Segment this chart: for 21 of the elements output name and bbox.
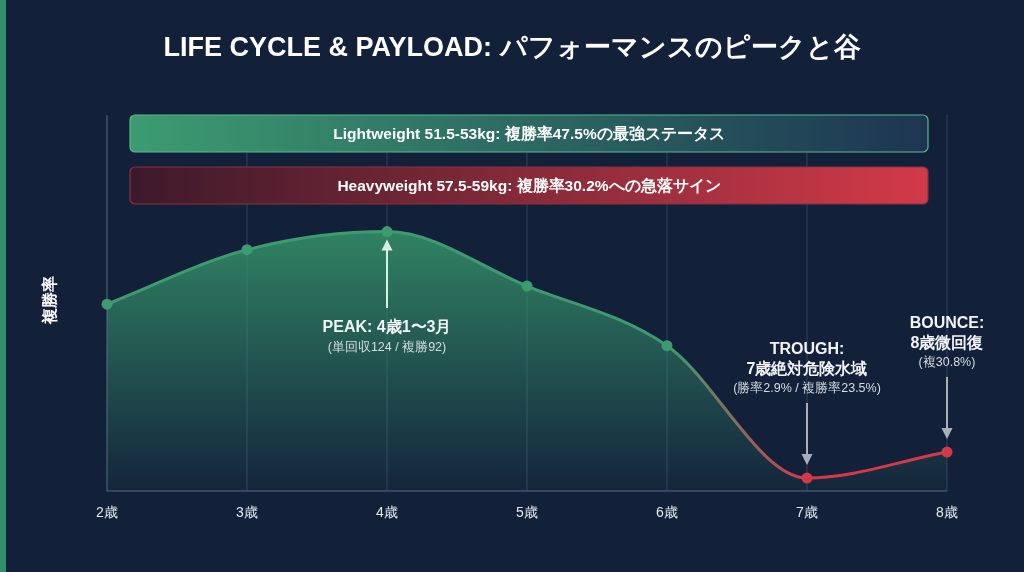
text: Lightweight 51.5-53kg: 複勝率47.5%の最強ステータス xyxy=(333,125,725,142)
point xyxy=(381,226,393,238)
x-tick-label: 7歳 xyxy=(796,504,818,520)
point xyxy=(241,244,253,256)
annotation: BOUNCE: 8歳微回復 (複30.8%) xyxy=(909,313,985,370)
x-tick-label: 5歳 xyxy=(516,504,538,520)
chart-title: LIFE CYCLE & PAYLOAD: パフォーマンスのピークと谷 xyxy=(163,32,861,62)
x-tick-label: 6歳 xyxy=(656,504,678,520)
point xyxy=(941,446,953,458)
x-tick-label: 2歳 xyxy=(96,504,118,520)
x-tick-label: 4歳 xyxy=(376,504,398,520)
point xyxy=(521,280,533,292)
y-axis-title: 複勝率 xyxy=(39,276,58,325)
point xyxy=(801,472,813,484)
x-tick-label: 8歳 xyxy=(936,504,958,520)
annotation: PEAK: 4歳1〜3月 (単回収124 / 複勝92) xyxy=(322,318,452,354)
text: Heavyweight 57.5-59kg: 複勝率30.2%への急落サイン xyxy=(337,177,721,194)
point xyxy=(661,340,673,352)
x-tick-label: 3歳 xyxy=(236,504,258,520)
annotation: TROUGH: 7歳絶対危険水域 (勝率2.9% / 複勝率23.5%) xyxy=(733,339,881,396)
point xyxy=(101,298,113,310)
